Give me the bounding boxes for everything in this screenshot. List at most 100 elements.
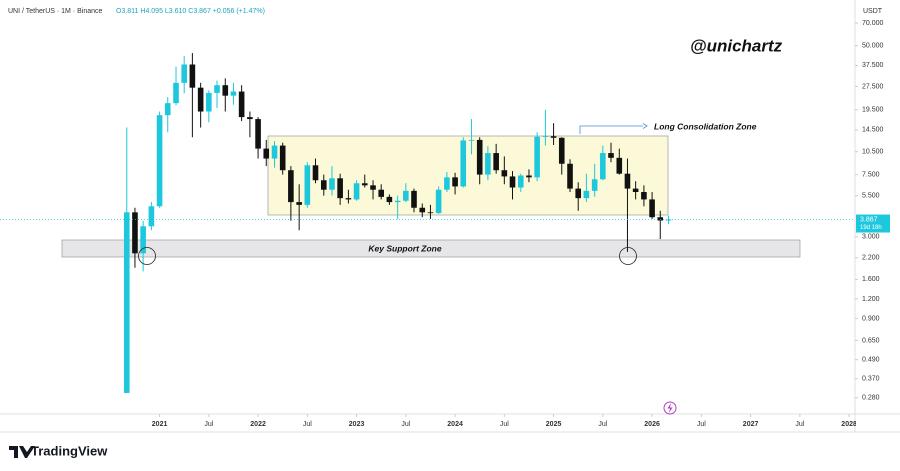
y-axis-label: USDT — [863, 8, 883, 15]
candle-body — [485, 153, 491, 175]
last-price-label: 3.867 — [860, 216, 878, 223]
candle-body — [616, 157, 623, 174]
brand-logo — [9, 446, 35, 458]
candle-body — [279, 145, 286, 171]
x-tick-label: 2028 — [841, 421, 857, 428]
y-tick-label: 7.500 — [862, 171, 880, 178]
candle-body — [632, 188, 639, 193]
candle-body — [460, 140, 467, 187]
candle-body — [665, 219, 672, 221]
candle-body — [624, 173, 631, 189]
candle-body — [567, 163, 573, 189]
candle-body — [542, 136, 549, 138]
candle-body — [214, 85, 220, 93]
candle-body — [476, 139, 483, 175]
x-tick-label: 2023 — [349, 421, 365, 428]
x-tick-label: 2026 — [644, 421, 660, 428]
candle-body — [583, 190, 590, 199]
annotation: Long Consolidation Zone — [654, 121, 757, 131]
y-tick-label: 37.500 — [862, 62, 884, 69]
candle-body — [181, 64, 187, 83]
plot-area — [0, 53, 855, 393]
candle-body — [312, 165, 319, 181]
candle-body — [164, 103, 171, 116]
annotation: Key Support Zone — [368, 243, 441, 253]
y-tick-label: 10.500 — [862, 149, 884, 156]
y-tick-label: 2.200 — [862, 255, 880, 262]
candle-body — [361, 183, 368, 186]
candle-body — [641, 192, 647, 200]
candle-body — [370, 185, 376, 190]
candle-body — [509, 176, 516, 188]
y-tick-label: 27.500 — [862, 83, 884, 90]
x-axis: 2021 Jul 2022 Jul 2023 Jul 2024 Jul 2025 Jul 2026 J… — [152, 414, 857, 428]
candle-body — [378, 189, 385, 197]
candle-body — [493, 153, 499, 171]
annotation-arrow — [579, 125, 643, 134]
x-tick-label: Jul — [401, 421, 410, 428]
candle-body — [649, 199, 655, 218]
candle-body — [132, 212, 138, 254]
countdown: 19d 18h — [860, 225, 882, 231]
arrow-head — [642, 123, 648, 129]
y-tick-label: 0.490 — [862, 357, 880, 364]
y-tick-label: 0.280 — [862, 394, 880, 401]
chart-title: UNI / TetherUS · 1M · Binance — [8, 8, 103, 15]
candle-body — [550, 136, 557, 138]
y-tick-label: 14.500 — [862, 127, 884, 134]
x-tick-label: Jul — [204, 421, 213, 428]
candle-body — [255, 119, 261, 149]
candle-body — [394, 200, 401, 203]
y-tick-label: 0.370 — [862, 376, 880, 383]
marker-circle — [619, 247, 637, 265]
watermark: @unichartz — [690, 36, 783, 55]
candle-body — [296, 202, 302, 205]
candle-body — [575, 188, 582, 199]
axis-corner — [856, 415, 900, 431]
candle-body — [501, 170, 508, 177]
candle-body — [419, 207, 426, 213]
candle-body — [173, 82, 179, 104]
candle-body — [600, 153, 606, 180]
candle-body — [403, 190, 409, 201]
support-zone — [61, 239, 801, 258]
x-tick-label: 2024 — [447, 421, 463, 428]
candle-body — [247, 117, 253, 120]
candle-body — [271, 145, 278, 159]
candle-body — [140, 226, 146, 254]
x-tick-label: Jul — [500, 421, 509, 428]
candle-body — [591, 179, 598, 191]
candle-body — [337, 178, 343, 199]
candle-body — [534, 136, 540, 178]
candle-body — [222, 85, 229, 96]
y-tick-label: 1.600 — [862, 276, 880, 283]
marker-circle — [138, 247, 156, 265]
y-tick-label: 70.000 — [862, 20, 884, 27]
brand-name: TradingView — [31, 443, 108, 458]
quote: O3.811 H4.095 L3.610 C3.867 +0.056 (+1.4… — [116, 8, 265, 15]
candle-body — [608, 153, 614, 158]
candle-body — [189, 64, 196, 88]
x-tick-label: 2025 — [546, 421, 562, 428]
candle-body — [657, 217, 664, 221]
x-tick-label: 2027 — [743, 421, 759, 428]
candle-body — [230, 91, 237, 96]
candle-body — [320, 180, 327, 190]
candle-body — [558, 137, 565, 164]
candle-body — [386, 196, 393, 203]
candle-body — [345, 198, 352, 200]
y-tick-label: 1.200 — [862, 296, 880, 303]
candle-body — [263, 148, 270, 159]
x-tick-label: Jul — [598, 421, 607, 428]
x-tick-label: 2021 — [152, 421, 168, 428]
candle-body — [468, 139, 475, 141]
x-tick-label: Jul — [697, 421, 706, 428]
candle-body — [353, 183, 360, 200]
candle-body — [206, 92, 212, 112]
y-tick-label: 0.900 — [862, 315, 880, 322]
candle-body — [148, 206, 155, 227]
x-tick-label: Jul — [795, 421, 804, 428]
alert-icon-bolt — [667, 403, 673, 413]
candle-body — [517, 175, 524, 188]
